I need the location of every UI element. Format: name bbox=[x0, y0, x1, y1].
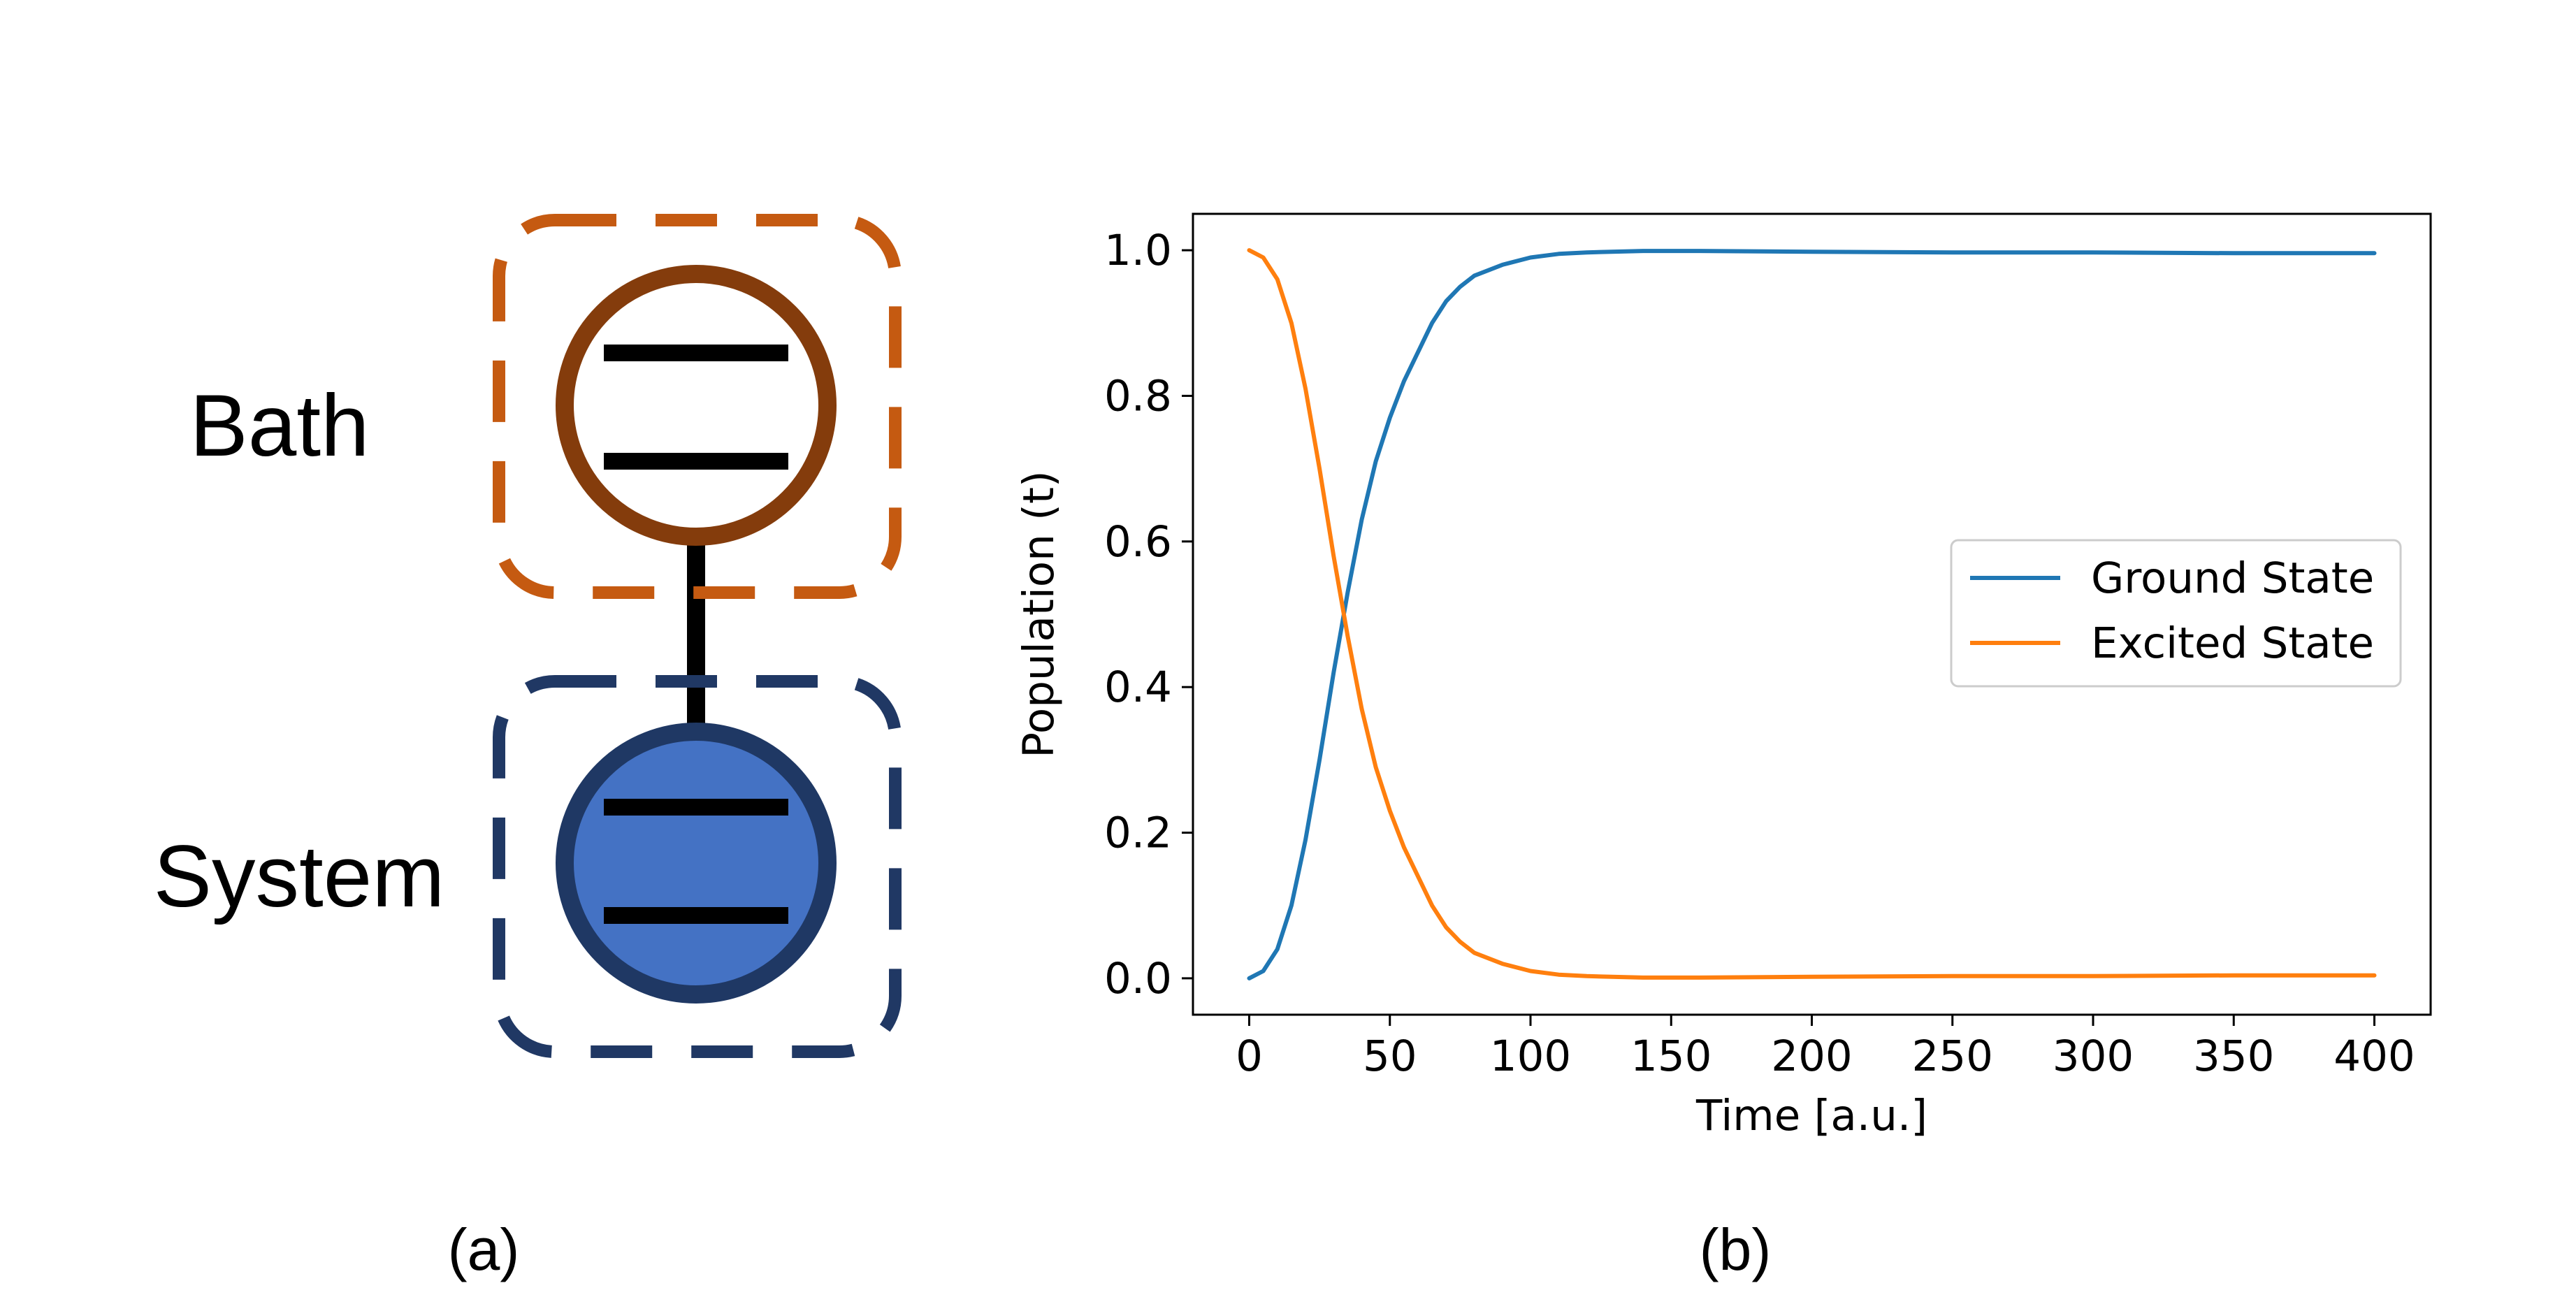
x-tick-label: 200 bbox=[1771, 1031, 1852, 1081]
system-box bbox=[493, 675, 902, 1058]
x-tick-label: 0 bbox=[1236, 1031, 1263, 1081]
legend: Ground State Excited State bbox=[1950, 539, 2402, 688]
legend-label: Excited State bbox=[2091, 618, 2374, 668]
y-tick-label: 0.2 bbox=[1104, 809, 1172, 858]
x-tick-label: 50 bbox=[1363, 1031, 1417, 1081]
series-lines bbox=[1247, 248, 2377, 980]
x-tick-label: 100 bbox=[1490, 1031, 1571, 1081]
bath-label: Bath bbox=[189, 377, 369, 475]
x-tick-label: 250 bbox=[1912, 1031, 1993, 1081]
y-axis-title: Population (t) bbox=[1014, 470, 1064, 758]
caption-a: (a) bbox=[448, 1217, 520, 1282]
x-ticks: 0 50 100 150 200 250 300 350 400 bbox=[1236, 1015, 2415, 1081]
y-tick-label: 0.8 bbox=[1104, 371, 1172, 421]
x-tick-label: 350 bbox=[2193, 1031, 2274, 1081]
x-axis-title: Time [a.u.] bbox=[1695, 1091, 1927, 1140]
series-line-ground-state bbox=[1247, 249, 2377, 980]
y-ticks: 0.0 0.2 0.4 0.6 0.8 1.0 bbox=[1104, 226, 1193, 1004]
x-tick-label: 300 bbox=[2053, 1031, 2134, 1081]
legend-box bbox=[1950, 539, 2402, 688]
y-tick-label: 0.0 bbox=[1104, 954, 1172, 1004]
x-tick-label: 150 bbox=[1630, 1031, 1712, 1081]
diagram-panel: Bath System bbox=[154, 214, 902, 1058]
system-circle bbox=[556, 723, 837, 1004]
y-tick-label: 1.0 bbox=[1104, 226, 1172, 275]
bath-circle bbox=[556, 265, 837, 546]
legend-label: Ground State bbox=[2091, 553, 2374, 603]
chart-panel: 0 50 100 150 200 250 300 350 400 0.0 0.2 0.4 0.6 0.8… bbox=[1014, 212, 2432, 1140]
series-line-excited-state bbox=[1247, 248, 2377, 980]
y-tick-label: 0.4 bbox=[1104, 662, 1172, 712]
y-tick-label: 0.6 bbox=[1104, 517, 1172, 567]
caption-b: (b) bbox=[1700, 1217, 1772, 1282]
bath-box bbox=[493, 214, 902, 599]
x-tick-label: 400 bbox=[2333, 1031, 2415, 1081]
system-label: System bbox=[154, 828, 445, 925]
